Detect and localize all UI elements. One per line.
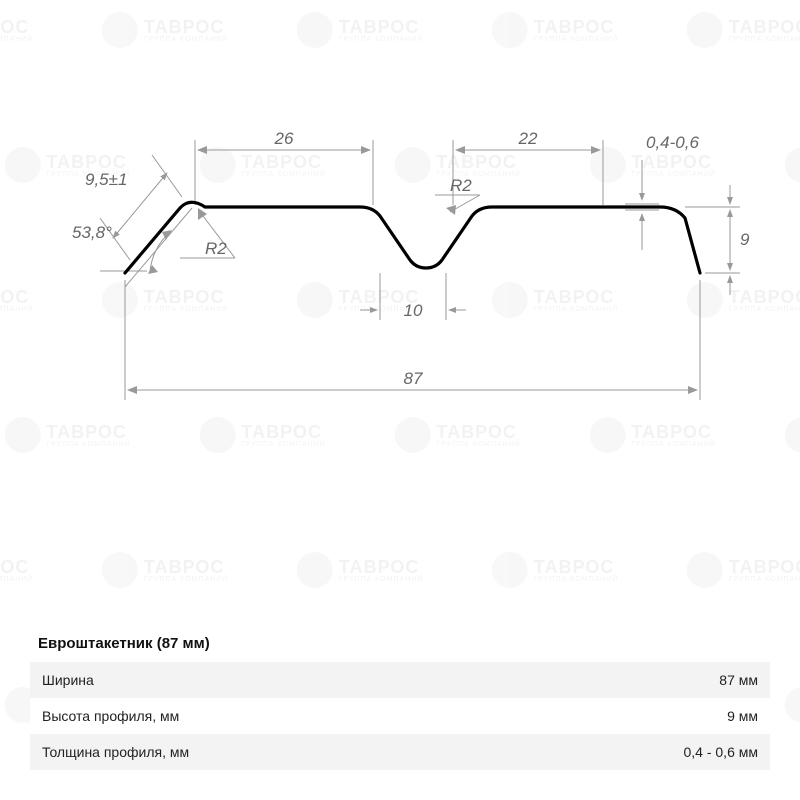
profile-diagram: 26 22 0,4-0,6 9 [40,40,760,460]
watermark-icon: ТАВРОСГРУППА КОМПАНИЙ [687,552,800,588]
dim-87: 87 [404,369,423,388]
watermark-icon: ТАВРОСГРУППА КОМПАНИЙ [784,417,800,453]
table-row: Высота профиля, мм 9 мм [30,698,770,734]
dim-22: 22 [518,129,538,148]
watermark-icon: ТАВРОСГРУППА КОМПАНИЙ [102,552,229,588]
watermark-icon: ТАВРОСГРУППА КОМПАНИЙ [297,552,424,588]
table-row: Толщина профиля, мм 0,4 - 0,6 мм [30,734,770,770]
spec-value: 9 мм [500,698,770,734]
dim-9-5: 9,5±1 [85,170,127,189]
r2-left: R2 [205,239,227,258]
profile-path [125,202,700,273]
spec-label: Ширина [30,662,500,698]
spec-table: Ширина 87 мм Высота профиля, мм 9 мм Тол… [30,662,770,770]
spec-value: 0,4 - 0,6 мм [500,734,770,770]
spec-label: Высота профиля, мм [30,698,500,734]
dim-9: 9 [740,230,750,249]
r2-center: R2 [450,176,472,195]
watermark-icon: ТАВРОСГРУППА КОМПАНИЙ [0,552,33,588]
table-row: Ширина 87 мм [30,662,770,698]
dim-angle: 53,8° [72,223,112,242]
spec-section: Евроштакетник (87 мм) Ширина 87 мм Высот… [30,625,770,770]
watermark-icon: ТАВРОСГРУППА КОМПАНИЙ [492,552,619,588]
watermark-icon: ТАВРОСГРУППА КОМПАНИЙ [784,687,800,723]
spec-label: Толщина профиля, мм [30,734,500,770]
dim-10: 10 [404,301,423,320]
spec-title: Евроштакетник (87 мм) [30,625,770,662]
watermark-icon: ТАВРОСГРУППА КОМПАНИЙ [784,147,800,183]
dim-26: 26 [274,129,294,148]
spec-value: 87 мм [500,662,770,698]
watermark-icon: ТАВРОСГРУППА КОМПАНИЙ [0,282,33,318]
dim-thickness: 0,4-0,6 [646,133,699,152]
watermark-icon: ТАВРОСГРУППА КОМПАНИЙ [0,12,33,48]
